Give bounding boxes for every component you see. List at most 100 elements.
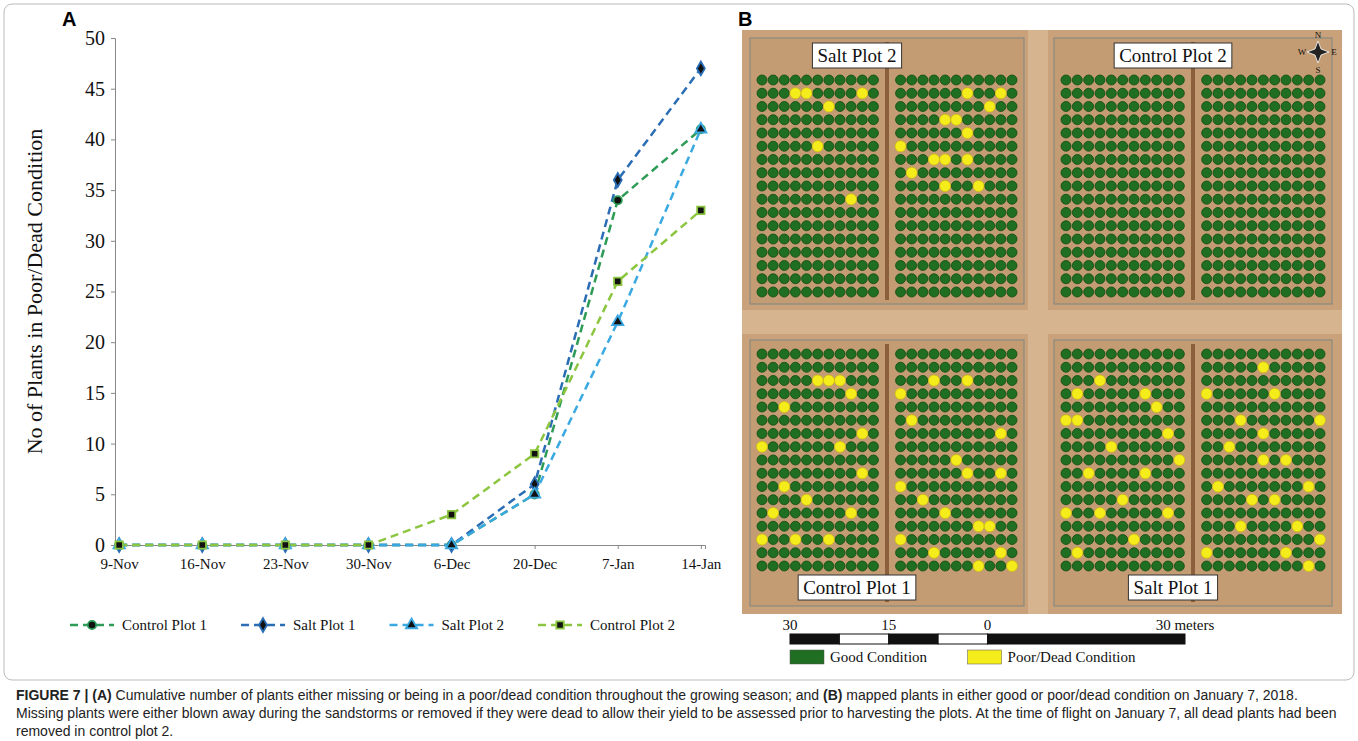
- plant-good: [1118, 102, 1128, 112]
- y-tick: 15: [85, 382, 115, 404]
- plant-good: [779, 208, 789, 218]
- plant-good: [1007, 181, 1017, 191]
- plant-good: [1129, 455, 1139, 465]
- plant-good: [1281, 75, 1291, 85]
- plant-good: [824, 168, 834, 178]
- plant-good: [1061, 376, 1071, 386]
- plant-good: [929, 521, 939, 531]
- plant-good: [1270, 88, 1280, 98]
- plant-good: [1140, 274, 1150, 284]
- plant-good: [1118, 234, 1128, 244]
- plant-good: [779, 495, 789, 505]
- plant-good: [1129, 234, 1139, 244]
- plant-good: [1258, 482, 1268, 492]
- plant-good: [1061, 287, 1071, 297]
- plant-good: [802, 362, 812, 372]
- plant-good: [824, 287, 834, 297]
- plant-good: [1315, 141, 1325, 151]
- plant-good: [757, 548, 767, 558]
- plant-good: [1213, 429, 1223, 439]
- plant-good: [1236, 75, 1246, 85]
- plant-good: [1202, 455, 1212, 465]
- plant-good: [1129, 247, 1139, 257]
- plant-poor: [846, 194, 857, 205]
- plant-poor: [1106, 441, 1117, 452]
- plant-good: [896, 247, 906, 257]
- plant-good: [802, 155, 812, 165]
- plant-good: [1304, 102, 1314, 112]
- y-tick-mark: [111, 241, 115, 242]
- plant-poor: [1140, 388, 1151, 399]
- plant-good: [1129, 561, 1139, 571]
- plant-good: [857, 561, 867, 571]
- plant-good: [790, 102, 800, 112]
- plant-good: [1304, 88, 1314, 98]
- plant-good: [1270, 548, 1280, 558]
- plant-good: [779, 376, 789, 386]
- plant-good: [940, 402, 950, 412]
- y-tick: 10: [85, 433, 115, 455]
- plant-poor: [1235, 415, 1246, 426]
- plant-good: [918, 102, 928, 112]
- plant-good: [813, 468, 823, 478]
- plant-good: [768, 415, 778, 425]
- plant-good: [951, 376, 961, 386]
- plant-good: [757, 561, 767, 571]
- plant-good: [1095, 389, 1105, 399]
- plant-good: [985, 561, 995, 571]
- plant-good: [1258, 247, 1268, 257]
- plant-poor: [857, 468, 868, 479]
- plant-good: [996, 75, 1006, 85]
- plant-poor: [1095, 375, 1106, 386]
- plant-good: [918, 208, 928, 218]
- plant-good: [757, 115, 767, 125]
- plant-good: [962, 362, 972, 372]
- plant-good: [974, 261, 984, 271]
- plant-good: [757, 349, 767, 359]
- plant-good: [835, 535, 845, 545]
- plant-good: [757, 75, 767, 85]
- plant-good: [1152, 429, 1162, 439]
- plant-good: [1163, 455, 1173, 465]
- plant-good: [1174, 168, 1184, 178]
- plant-good: [1174, 181, 1184, 191]
- plant-good: [802, 521, 812, 531]
- plant-good: [835, 102, 845, 112]
- plant-good: [835, 88, 845, 98]
- plant-good: [1140, 287, 1150, 297]
- plant-good: [846, 415, 856, 425]
- plant-good: [813, 548, 823, 558]
- plant-good: [918, 402, 928, 412]
- plant-good: [1304, 389, 1314, 399]
- plant-good: [768, 128, 778, 138]
- plant-good: [1258, 535, 1268, 545]
- plant-good: [1174, 247, 1184, 257]
- plant-good: [1315, 168, 1325, 178]
- plant-good: [1061, 548, 1071, 558]
- plant-good: [1106, 415, 1116, 425]
- series-marker: [612, 315, 623, 325]
- x-tick-mark: [535, 545, 536, 549]
- plant-good: [1118, 442, 1128, 452]
- plant-good: [779, 415, 789, 425]
- plant-good: [940, 349, 950, 359]
- plant-good: [779, 115, 789, 125]
- plant-good: [1163, 274, 1173, 284]
- plant-good: [1095, 208, 1105, 218]
- plant-good: [1129, 221, 1139, 231]
- plant-good: [802, 508, 812, 518]
- plant-good: [918, 287, 928, 297]
- plant-good: [1258, 521, 1268, 531]
- plant-good: [896, 168, 906, 178]
- plant-good: [857, 155, 867, 165]
- plant-good: [1072, 402, 1082, 412]
- x-tick-label: 20-Dec: [513, 556, 557, 572]
- y-axis-title: No of Plants in Poor/Dead Condition: [22, 129, 47, 455]
- plant-good: [1095, 274, 1105, 284]
- plant-good: [835, 561, 845, 571]
- plant-good: [918, 221, 928, 231]
- plant-good: [1270, 247, 1280, 257]
- plant-poor: [790, 534, 801, 545]
- plant-good: [768, 455, 778, 465]
- plant-good: [779, 75, 789, 85]
